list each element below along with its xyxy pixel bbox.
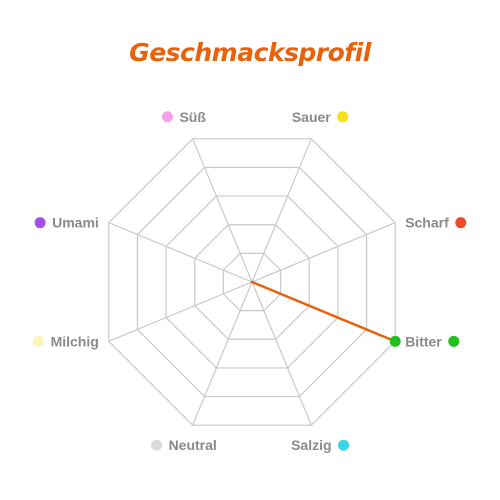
axis-spoke — [251, 138, 312, 283]
axis-label: Bitter — [405, 333, 442, 349]
legend-dot-icon — [161, 111, 173, 123]
axis-spoke — [192, 281, 253, 426]
legend-dot-icon — [455, 217, 467, 229]
legend-dot-icon — [338, 439, 350, 451]
axis-label: Milchig — [51, 333, 99, 349]
axis-label: Salzig — [291, 437, 331, 453]
axis-spoke — [192, 138, 253, 283]
axis-label: Sauer — [292, 109, 331, 125]
legend-dot-icon — [448, 335, 460, 347]
axis-label: Süß — [179, 109, 206, 125]
chart-title: Geschmacksprofil — [129, 38, 371, 67]
legend-dot-icon — [33, 335, 45, 347]
legend-dot-icon — [151, 439, 163, 451]
axis-spoke — [108, 222, 253, 283]
radar-axis-labels: Süß Sauer Scharf Bitter Salzig Neutral Milchig… — [33, 109, 467, 453]
axis-spoke — [251, 281, 312, 426]
axis-label: Scharf — [405, 215, 449, 231]
axis-spoke — [108, 281, 253, 342]
legend-dot-icon — [34, 217, 46, 229]
axis-spoke — [251, 222, 396, 283]
radar-series — [250, 280, 401, 347]
legend-dot-icon — [337, 111, 349, 123]
axis-label: Neutral — [169, 437, 217, 453]
data-point — [389, 335, 401, 347]
axis-label: Umami — [52, 215, 99, 231]
